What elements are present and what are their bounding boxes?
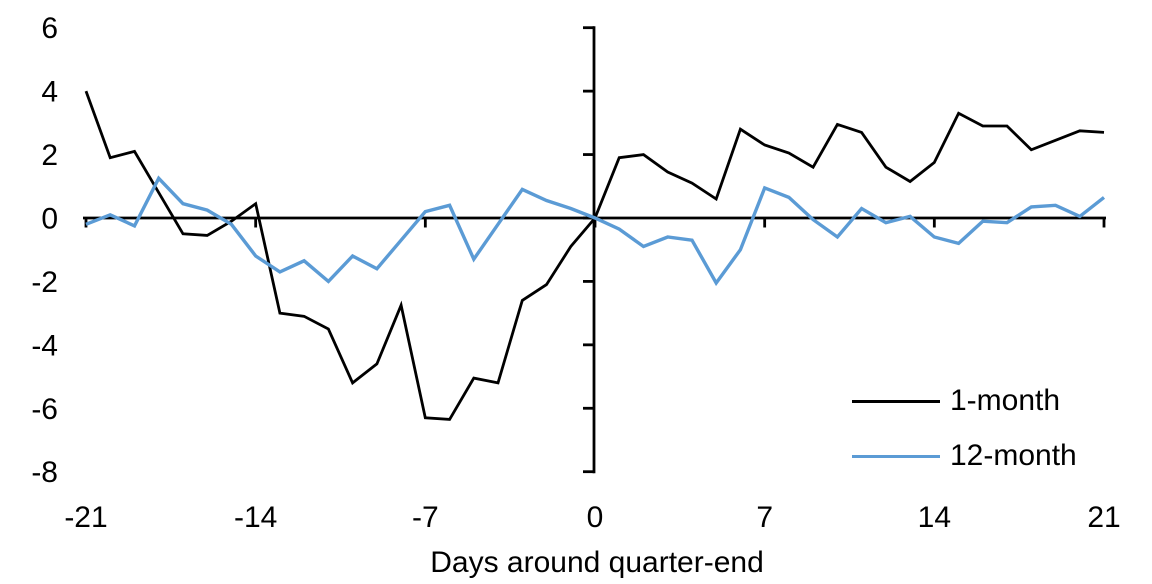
x-tick-label: -21: [64, 501, 107, 534]
x-axis-title: Days around quarter-end: [430, 546, 764, 579]
y-tick-label: 6: [41, 12, 58, 45]
legend-label: 12-month: [950, 439, 1077, 472]
y-tick-label: 2: [41, 139, 58, 172]
x-tick-label: 0: [587, 501, 604, 534]
y-tick-label: -6: [31, 393, 58, 426]
y-tick-label: -2: [31, 266, 58, 299]
x-tick-label: -7: [412, 501, 439, 534]
y-tick-label: 4: [41, 76, 58, 109]
legend-label: 1-month: [950, 384, 1061, 417]
x-tick-label: 21: [1087, 501, 1120, 534]
x-tick-label: 7: [756, 501, 773, 534]
legend-item-1-month: 1-month: [852, 386, 1077, 416]
x-tick-label: 14: [918, 501, 951, 534]
y-tick-label: 0: [41, 202, 58, 235]
series-line-12-month: [85, 175, 1106, 287]
legend-item-12-month: 12-month: [852, 441, 1077, 471]
legend-line-swatch: [852, 454, 940, 458]
x-tick-label: -14: [234, 501, 277, 534]
y-tick-label: -8: [31, 456, 58, 489]
legend: 1-month 12-month: [852, 386, 1077, 496]
y-tick-label: -4: [31, 329, 58, 362]
legend-line-swatch: [852, 399, 940, 403]
